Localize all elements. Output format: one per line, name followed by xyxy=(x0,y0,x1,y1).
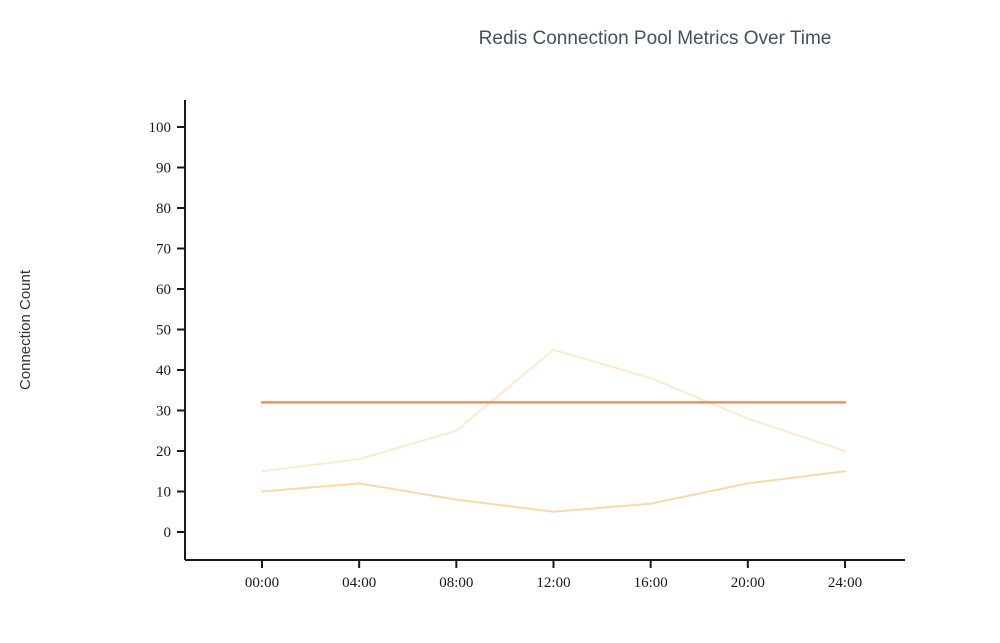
x-tick-label: 20:00 xyxy=(731,575,765,591)
y-tick-label: 20 xyxy=(156,444,171,460)
series-line-lower-light-orange-line xyxy=(261,470,846,513)
x-tick-label: 08:00 xyxy=(439,575,473,591)
y-tick-label: 90 xyxy=(156,161,171,177)
y-tick-label: 30 xyxy=(156,404,171,420)
x-tick-label: 16:00 xyxy=(634,575,668,591)
y-tick-label: 10 xyxy=(156,485,171,501)
x-tick-label: 24:00 xyxy=(828,575,862,591)
y-tick-label: 50 xyxy=(156,323,171,339)
series-line-upper-light-peach-line xyxy=(261,348,846,473)
y-tick-label: 80 xyxy=(156,201,171,217)
y-axis-label: Connection Count xyxy=(17,269,34,390)
y-tick-label: 0 xyxy=(164,525,172,541)
y-tick-label: 60 xyxy=(156,282,171,298)
chart-plot-area: 0 10 20 30 40 50 60 70 80 90 100 00:00 04:00 08:00 12:… xyxy=(149,100,905,591)
y-tick-label: 100 xyxy=(149,120,172,136)
x-tick-label: 04:00 xyxy=(342,575,376,591)
chart-title: Redis Connection Pool Metrics Over Time xyxy=(479,28,832,49)
y-tick-label: 40 xyxy=(156,363,171,379)
x-tick-label: 00:00 xyxy=(245,575,279,591)
y-tick-label: 70 xyxy=(156,242,171,258)
x-tick-label: 12:00 xyxy=(536,575,570,591)
